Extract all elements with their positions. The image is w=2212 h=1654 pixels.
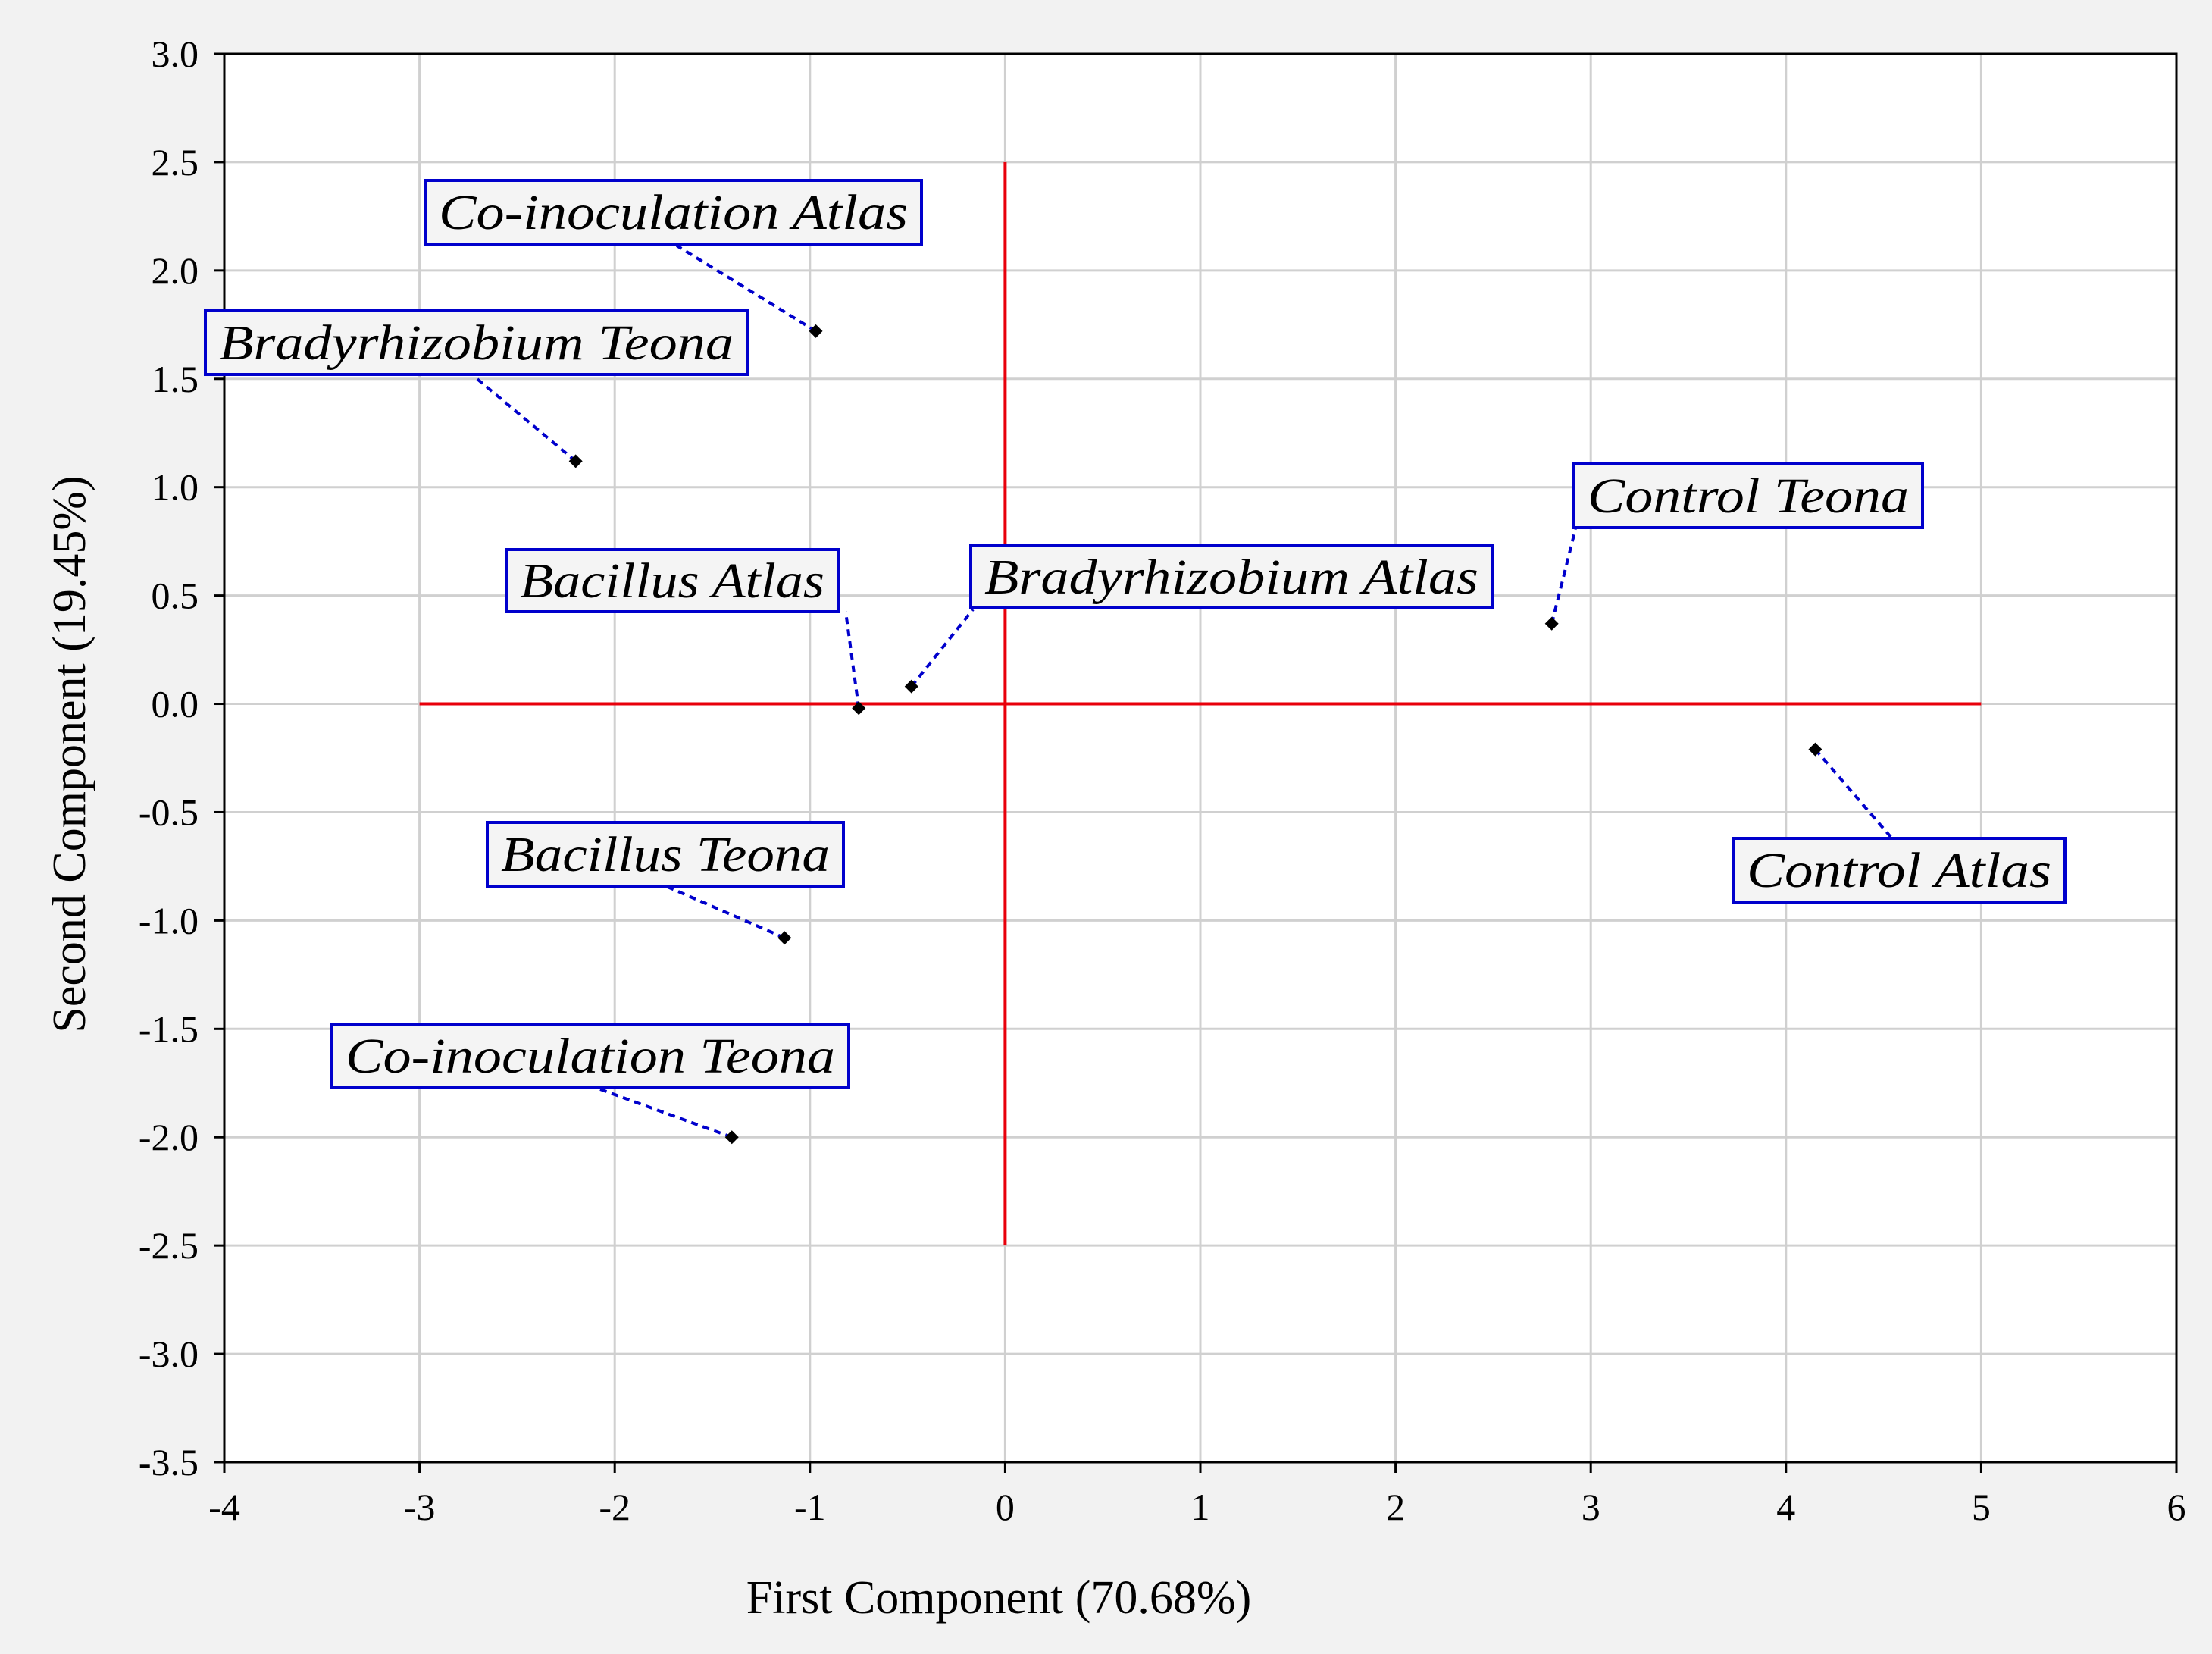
callout-box bbox=[486, 821, 845, 888]
callout-leader-line bbox=[844, 611, 861, 709]
y-tick-label: 1.5 bbox=[152, 358, 199, 400]
y-tick-label: 2.0 bbox=[152, 249, 199, 292]
x-tick-label: 0 bbox=[996, 1486, 1015, 1528]
callout-leader-line bbox=[472, 374, 577, 462]
y-tick-label: 3.0 bbox=[152, 33, 199, 75]
data-point-marker bbox=[852, 701, 866, 716]
point-callout: Control Atlas bbox=[1732, 837, 2067, 904]
x-tick-label: -2 bbox=[599, 1486, 630, 1528]
y-tick-label: -1.0 bbox=[139, 899, 199, 941]
x-tick-label: 4 bbox=[1776, 1486, 1795, 1528]
callout-leader-line bbox=[1550, 528, 1577, 625]
y-tick-label: 0.0 bbox=[152, 683, 199, 725]
callout-box bbox=[330, 1023, 850, 1089]
y-axis-title: Second Component (19.45%) bbox=[44, 475, 95, 1032]
callout-leader-line bbox=[675, 244, 817, 333]
callout-leaders bbox=[472, 244, 1892, 1139]
x-tick-label: 5 bbox=[1972, 1486, 1991, 1528]
callout-box bbox=[969, 544, 1494, 609]
data-point-marker bbox=[809, 324, 823, 338]
point-callout: Control Teona bbox=[1572, 462, 1924, 529]
reference-lines bbox=[419, 161, 1982, 1246]
callout-box bbox=[505, 548, 840, 613]
x-tick-label: 6 bbox=[2167, 1486, 2186, 1528]
point-label: Bradyrhizobium Teona bbox=[219, 315, 734, 371]
callout-leader-line bbox=[667, 885, 786, 940]
point-label: Co-inoculation Atlas bbox=[439, 185, 908, 240]
data-points bbox=[568, 324, 1822, 1145]
y-tick-label: -1.5 bbox=[139, 1007, 199, 1050]
x-tick-label: 1 bbox=[1191, 1486, 1210, 1528]
x-tick-label: 2 bbox=[1386, 1486, 1405, 1528]
data-point-marker bbox=[1544, 616, 1559, 631]
callout-box bbox=[1572, 462, 1924, 529]
y-tick-label: 1.0 bbox=[152, 466, 199, 509]
point-label: Co-inoculation Teona bbox=[346, 1029, 835, 1084]
point-label: Bacillus Atlas bbox=[520, 553, 824, 609]
x-tick-label: -4 bbox=[208, 1486, 240, 1528]
y-tick-label: -0.5 bbox=[139, 791, 199, 833]
x-axis-title: First Component (70.68%) bbox=[746, 1572, 1251, 1624]
data-point-marker bbox=[904, 679, 918, 694]
point-label: Control Atlas bbox=[1747, 843, 2051, 898]
point-callout: Co-inoculation Teona bbox=[330, 1023, 850, 1089]
point-callout: Bacillus Teona bbox=[486, 821, 845, 888]
y-tick-label: -2.5 bbox=[139, 1224, 199, 1267]
callout-box bbox=[1732, 837, 2067, 904]
point-callouts: Co-inoculation Atlas Bradyrhizobium Teona… bbox=[204, 179, 2067, 1089]
callout-box bbox=[424, 179, 923, 246]
y-tick-label: -2.0 bbox=[139, 1116, 199, 1158]
x-tick-label: -3 bbox=[404, 1486, 436, 1528]
callout-leader-line bbox=[910, 608, 975, 688]
data-point-marker bbox=[777, 931, 792, 945]
y-tick-label: 2.5 bbox=[152, 141, 199, 183]
data-point-marker bbox=[1808, 742, 1822, 757]
point-label: Control Teona bbox=[1588, 468, 1909, 524]
y-tick-label: 0.5 bbox=[152, 575, 199, 617]
x-axis-ticks: -4 -3 -2 -1 0 1 2 3 4 5 6 bbox=[208, 1462, 2186, 1528]
point-label: Bradyrhizobium Atlas bbox=[984, 550, 1478, 605]
data-point-marker bbox=[568, 454, 583, 468]
x-tick-label: -1 bbox=[794, 1486, 826, 1528]
point-callout: Co-inoculation Atlas bbox=[424, 179, 923, 246]
y-axis-ticks: 3.0 2.5 2.0 1.5 1.0 0.5 0.0 -0.5 -1.0 -1.5 -2.0 -2.… bbox=[139, 33, 224, 1483]
y-tick-label: -3.0 bbox=[139, 1333, 199, 1375]
y-tick-label: -3.5 bbox=[139, 1441, 199, 1483]
callout-box bbox=[204, 309, 749, 376]
point-callout: Bradyrhizobium Teona bbox=[204, 309, 749, 376]
point-callout: Bacillus Atlas bbox=[505, 548, 840, 613]
point-callout: Bradyrhizobium Atlas bbox=[969, 544, 1494, 609]
point-label: Bacillus Teona bbox=[501, 827, 830, 882]
x-tick-label: 3 bbox=[1582, 1486, 1600, 1528]
data-point-marker bbox=[724, 1130, 739, 1145]
